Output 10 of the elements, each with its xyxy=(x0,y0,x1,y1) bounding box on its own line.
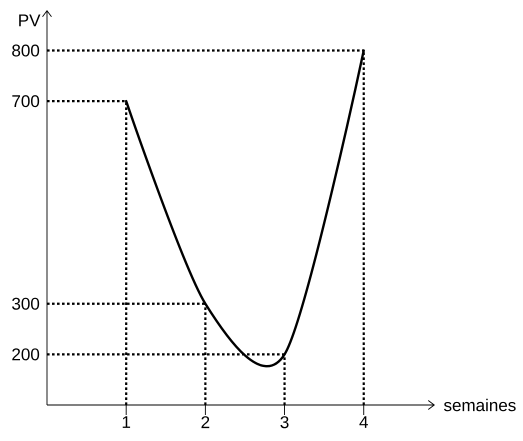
x-tick-label: 1 xyxy=(122,416,130,428)
x-axis-title: semaines xyxy=(444,398,516,412)
x-tick-label: 4 xyxy=(359,416,368,428)
x-tick-label: 2 xyxy=(202,416,210,428)
y-tick-label: 300 xyxy=(12,298,40,310)
y-tick-label: 800 xyxy=(12,44,40,57)
y-tick-label: 200 xyxy=(12,348,40,360)
y-axis-title: PV xyxy=(19,14,40,26)
x-tick-label: 3 xyxy=(280,416,289,428)
y-tick-label: 700 xyxy=(12,95,40,108)
